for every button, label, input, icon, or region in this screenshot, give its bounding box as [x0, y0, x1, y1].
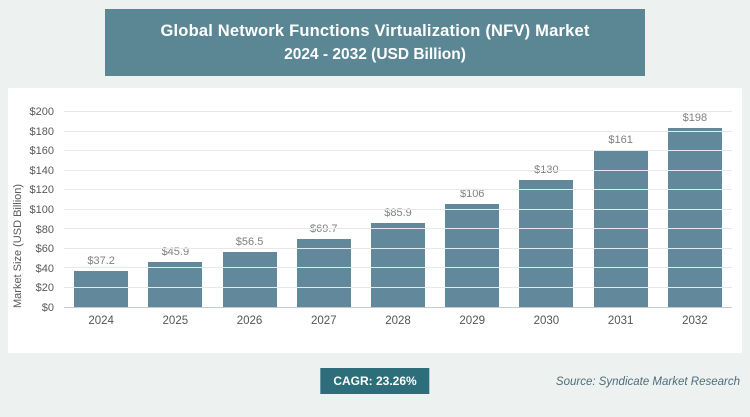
gridline — [64, 111, 732, 112]
bar-value-label: $198 — [682, 112, 708, 124]
bar — [445, 203, 500, 307]
bar-group: $130 — [509, 112, 583, 307]
bar-group: $69.7 — [287, 112, 361, 307]
chart-title-line1: Global Network Functions Virtualization … — [160, 21, 590, 40]
y-tick-label: $0 — [41, 302, 54, 314]
y-tick-label: $120 — [29, 184, 54, 197]
bar-value-label: $85.9 — [384, 207, 412, 220]
gridline — [64, 130, 732, 132]
bar-group: $56.5 — [212, 112, 286, 307]
bar-value-label: $161 — [608, 134, 633, 147]
chart-title-band: Global Network Functions Virtualization … — [105, 9, 645, 76]
bar — [222, 251, 277, 307]
x-tick-label: 2032 — [682, 315, 708, 327]
y-tick-label: $180 — [29, 125, 54, 138]
gridline — [64, 208, 732, 210]
chart-title-line2: 2024 - 2032 (USD Billion) — [284, 45, 466, 63]
gridline — [64, 286, 732, 288]
x-tick-label: 2026 — [236, 315, 263, 327]
gridline — [64, 267, 732, 268]
plot-area: $37.2 $45.9 $56.5 $69.7 $85.9 $106 $130 $161 $19… — [64, 111, 732, 308]
source-text: Source: Syndicate Market Research — [555, 376, 740, 388]
x-tick-label: 2024 — [88, 315, 114, 327]
y-tick-label: $200 — [29, 106, 54, 118]
gridline — [64, 228, 732, 229]
y-axis-title: Market Size (USD Billion) — [12, 183, 24, 308]
bar-group: $106 — [435, 112, 509, 307]
x-tick-label: 2030 — [533, 315, 560, 327]
x-tick-label: 2025 — [162, 315, 189, 327]
bar-value-label: $106 — [459, 187, 485, 200]
bar-value-label: $69.7 — [310, 223, 338, 236]
bar — [519, 180, 574, 307]
y-tick-label: $140 — [29, 164, 54, 177]
x-tick-label: 2029 — [459, 315, 485, 327]
bar — [370, 223, 425, 307]
bars-row: $37.2 $45.9 $56.5 $69.7 $85.9 $106 $130 $161 $19… — [64, 112, 732, 307]
y-tick-label: $160 — [29, 145, 54, 158]
bar-group: $37.2 — [64, 112, 138, 307]
bar-value-label: $37.2 — [87, 254, 115, 267]
chart-panel: Market Size (USD Billion) $0 $20 $40 $60 $80… — [8, 88, 742, 353]
y-tick-label: $20 — [35, 282, 54, 295]
bar — [148, 262, 203, 307]
x-tick-label: 2027 — [310, 315, 337, 327]
bar — [296, 239, 351, 307]
bar — [667, 128, 722, 307]
gridline — [64, 150, 732, 151]
bar — [74, 270, 129, 307]
gridline — [64, 189, 732, 190]
gridline — [64, 247, 732, 249]
bar-value-label: $45.9 — [161, 246, 190, 259]
x-tick-label: 2028 — [385, 315, 411, 327]
y-axis-ticks: $0 $20 $40 $60 $80 $100 $120 $140 $160 $180 $200 — [24, 106, 58, 314]
bar-group: $85.9 — [361, 112, 435, 307]
y-tick-label: $60 — [35, 243, 54, 256]
bar-group: $198 — [658, 112, 732, 307]
y-tick-label: $40 — [35, 262, 54, 275]
gridline — [64, 169, 732, 171]
bar-group: $45.9 — [138, 112, 212, 307]
x-axis-labels: 2024 2025 2026 2027 2028 2029 2030 2031 2032 — [64, 315, 732, 327]
bar-value-label: $56.5 — [235, 235, 264, 248]
y-tick-label: $80 — [35, 223, 54, 236]
bar-group: $161 — [584, 112, 658, 307]
y-tick-label: $100 — [29, 204, 54, 216]
x-tick-label: 2031 — [607, 315, 634, 327]
cagr-badge: CAGR: 23.26% — [320, 368, 430, 394]
